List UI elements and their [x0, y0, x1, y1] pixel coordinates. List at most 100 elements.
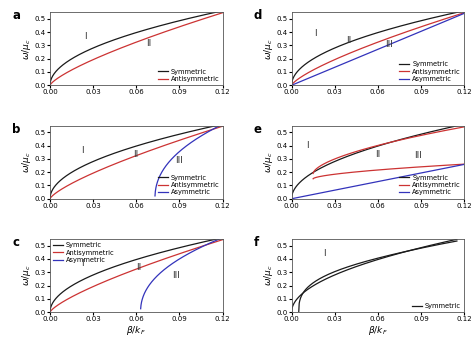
Symmetric [65, 59, 70, 63]
Antisymmetric [117, 273, 123, 277]
Symmetric [357, 263, 362, 267]
Line: Asymmetric: Asymmetric [291, 13, 464, 85]
Text: I: I [85, 32, 87, 41]
Symmetric [219, 122, 225, 126]
Antisymmetric [423, 23, 429, 27]
Asymmetric [407, 34, 413, 38]
Legend: Symmetric, Antisymmetric: Symmetric, Antisymmetric [158, 69, 219, 82]
Y-axis label: $\omega/\mu_c$: $\omega/\mu_c$ [20, 151, 33, 173]
Antisymmetric [382, 167, 387, 171]
Antisymmetric [461, 11, 467, 15]
Y-axis label: $\omega/\mu_c$: $\omega/\mu_c$ [262, 151, 275, 173]
Line: Asymmetric: Asymmetric [155, 124, 222, 196]
Asymmetric [206, 129, 212, 134]
Symmetric [317, 280, 323, 284]
Antisymmetric [182, 250, 188, 254]
Text: III: III [172, 271, 180, 280]
Asymmetric [307, 76, 312, 80]
Antisymmetric [65, 184, 70, 188]
Asymmetric [371, 180, 377, 185]
Symmetric [307, 173, 312, 177]
Antisymmetric [185, 22, 190, 26]
Asymmetric [219, 122, 225, 126]
Text: II: II [375, 150, 380, 159]
X-axis label: $\beta/k_F$: $\beta/k_F$ [127, 324, 146, 337]
Antisymmetric [47, 197, 53, 201]
Text: I: I [306, 140, 308, 149]
Symmetric [166, 21, 171, 26]
Symmetric [117, 263, 123, 267]
Y-axis label: $\omega/\mu_c$: $\omega/\mu_c$ [20, 265, 33, 286]
Asymmetric [288, 83, 294, 87]
Symmetric [288, 197, 294, 201]
Asymmetric [365, 51, 370, 56]
Text: I: I [323, 249, 326, 258]
Symmetric [423, 131, 429, 135]
Symmetric [292, 299, 298, 304]
Asymmetric [188, 250, 193, 255]
Symmetric [117, 36, 123, 40]
Antisymmetric [358, 47, 364, 51]
Text: II: II [136, 263, 141, 272]
Symmetric [65, 173, 70, 177]
Symmetric [123, 34, 129, 38]
Antisymmetric [219, 124, 225, 128]
Line: Symmetric: Symmetric [50, 124, 222, 199]
Symmetric [426, 130, 432, 134]
Antisymmetric [117, 160, 123, 164]
Antisymmetric [166, 29, 171, 33]
Symmetric [358, 149, 364, 154]
Asymmetric [426, 26, 432, 30]
Symmetric [47, 197, 53, 201]
Symmetric [365, 147, 370, 151]
Antisymmetric [123, 44, 129, 48]
Text: d: d [254, 9, 262, 22]
Symmetric [288, 83, 294, 87]
Legend: Symmetric, Antisymmetric, Asymmetric: Symmetric, Antisymmetric, Asymmetric [158, 175, 219, 195]
Asymmetric [209, 240, 215, 244]
Antisymmetric [185, 136, 190, 140]
Line: Antisymmetric: Antisymmetric [291, 13, 464, 85]
Symmetric [407, 21, 413, 26]
Antisymmetric [219, 11, 225, 15]
Symmetric [123, 147, 129, 151]
Antisymmetric [47, 310, 53, 314]
Text: II: II [133, 150, 139, 159]
Symmetric [47, 83, 53, 87]
Symmetric [340, 269, 346, 274]
Asymmetric [207, 129, 212, 133]
Asymmetric [461, 11, 467, 16]
Symmetric [307, 59, 312, 63]
Symmetric [182, 17, 188, 21]
Asymmetric [194, 247, 200, 251]
X-axis label: $\beta/k_F$: $\beta/k_F$ [368, 324, 387, 337]
Antisymmetric [182, 137, 188, 141]
Antisymmetric [47, 83, 53, 87]
Antisymmetric [65, 70, 70, 74]
Asymmetric [192, 138, 198, 142]
Y-axis label: $\omega/\mu_c$: $\omega/\mu_c$ [262, 38, 275, 60]
Text: I: I [315, 29, 317, 38]
Y-axis label: $\omega/\mu_c$: $\omega/\mu_c$ [262, 265, 275, 286]
Antisymmetric [407, 29, 413, 33]
Line: Symmetric: Symmetric [291, 124, 464, 199]
Asymmetric [372, 180, 377, 184]
Legend: Symmetric, Antisymmetric, Asymmetric: Symmetric, Antisymmetric, Asymmetric [399, 175, 461, 195]
Text: III: III [385, 40, 393, 49]
Symmetric [182, 244, 188, 248]
Asymmetric [144, 287, 149, 292]
Antisymmetric [288, 83, 294, 87]
Asymmetric [423, 27, 429, 31]
Line: Symmetric: Symmetric [291, 239, 457, 312]
Antisymmetric [307, 70, 312, 74]
Text: b: b [12, 122, 20, 136]
Text: III: III [414, 151, 422, 160]
Antisymmetric [65, 297, 70, 301]
Text: a: a [12, 9, 20, 22]
Asymmetric [197, 246, 203, 250]
Antisymmetric [457, 162, 463, 166]
Symmetric [377, 257, 383, 261]
Antisymmetric [123, 271, 129, 275]
Symmetric [423, 17, 429, 21]
Text: f: f [254, 236, 259, 249]
